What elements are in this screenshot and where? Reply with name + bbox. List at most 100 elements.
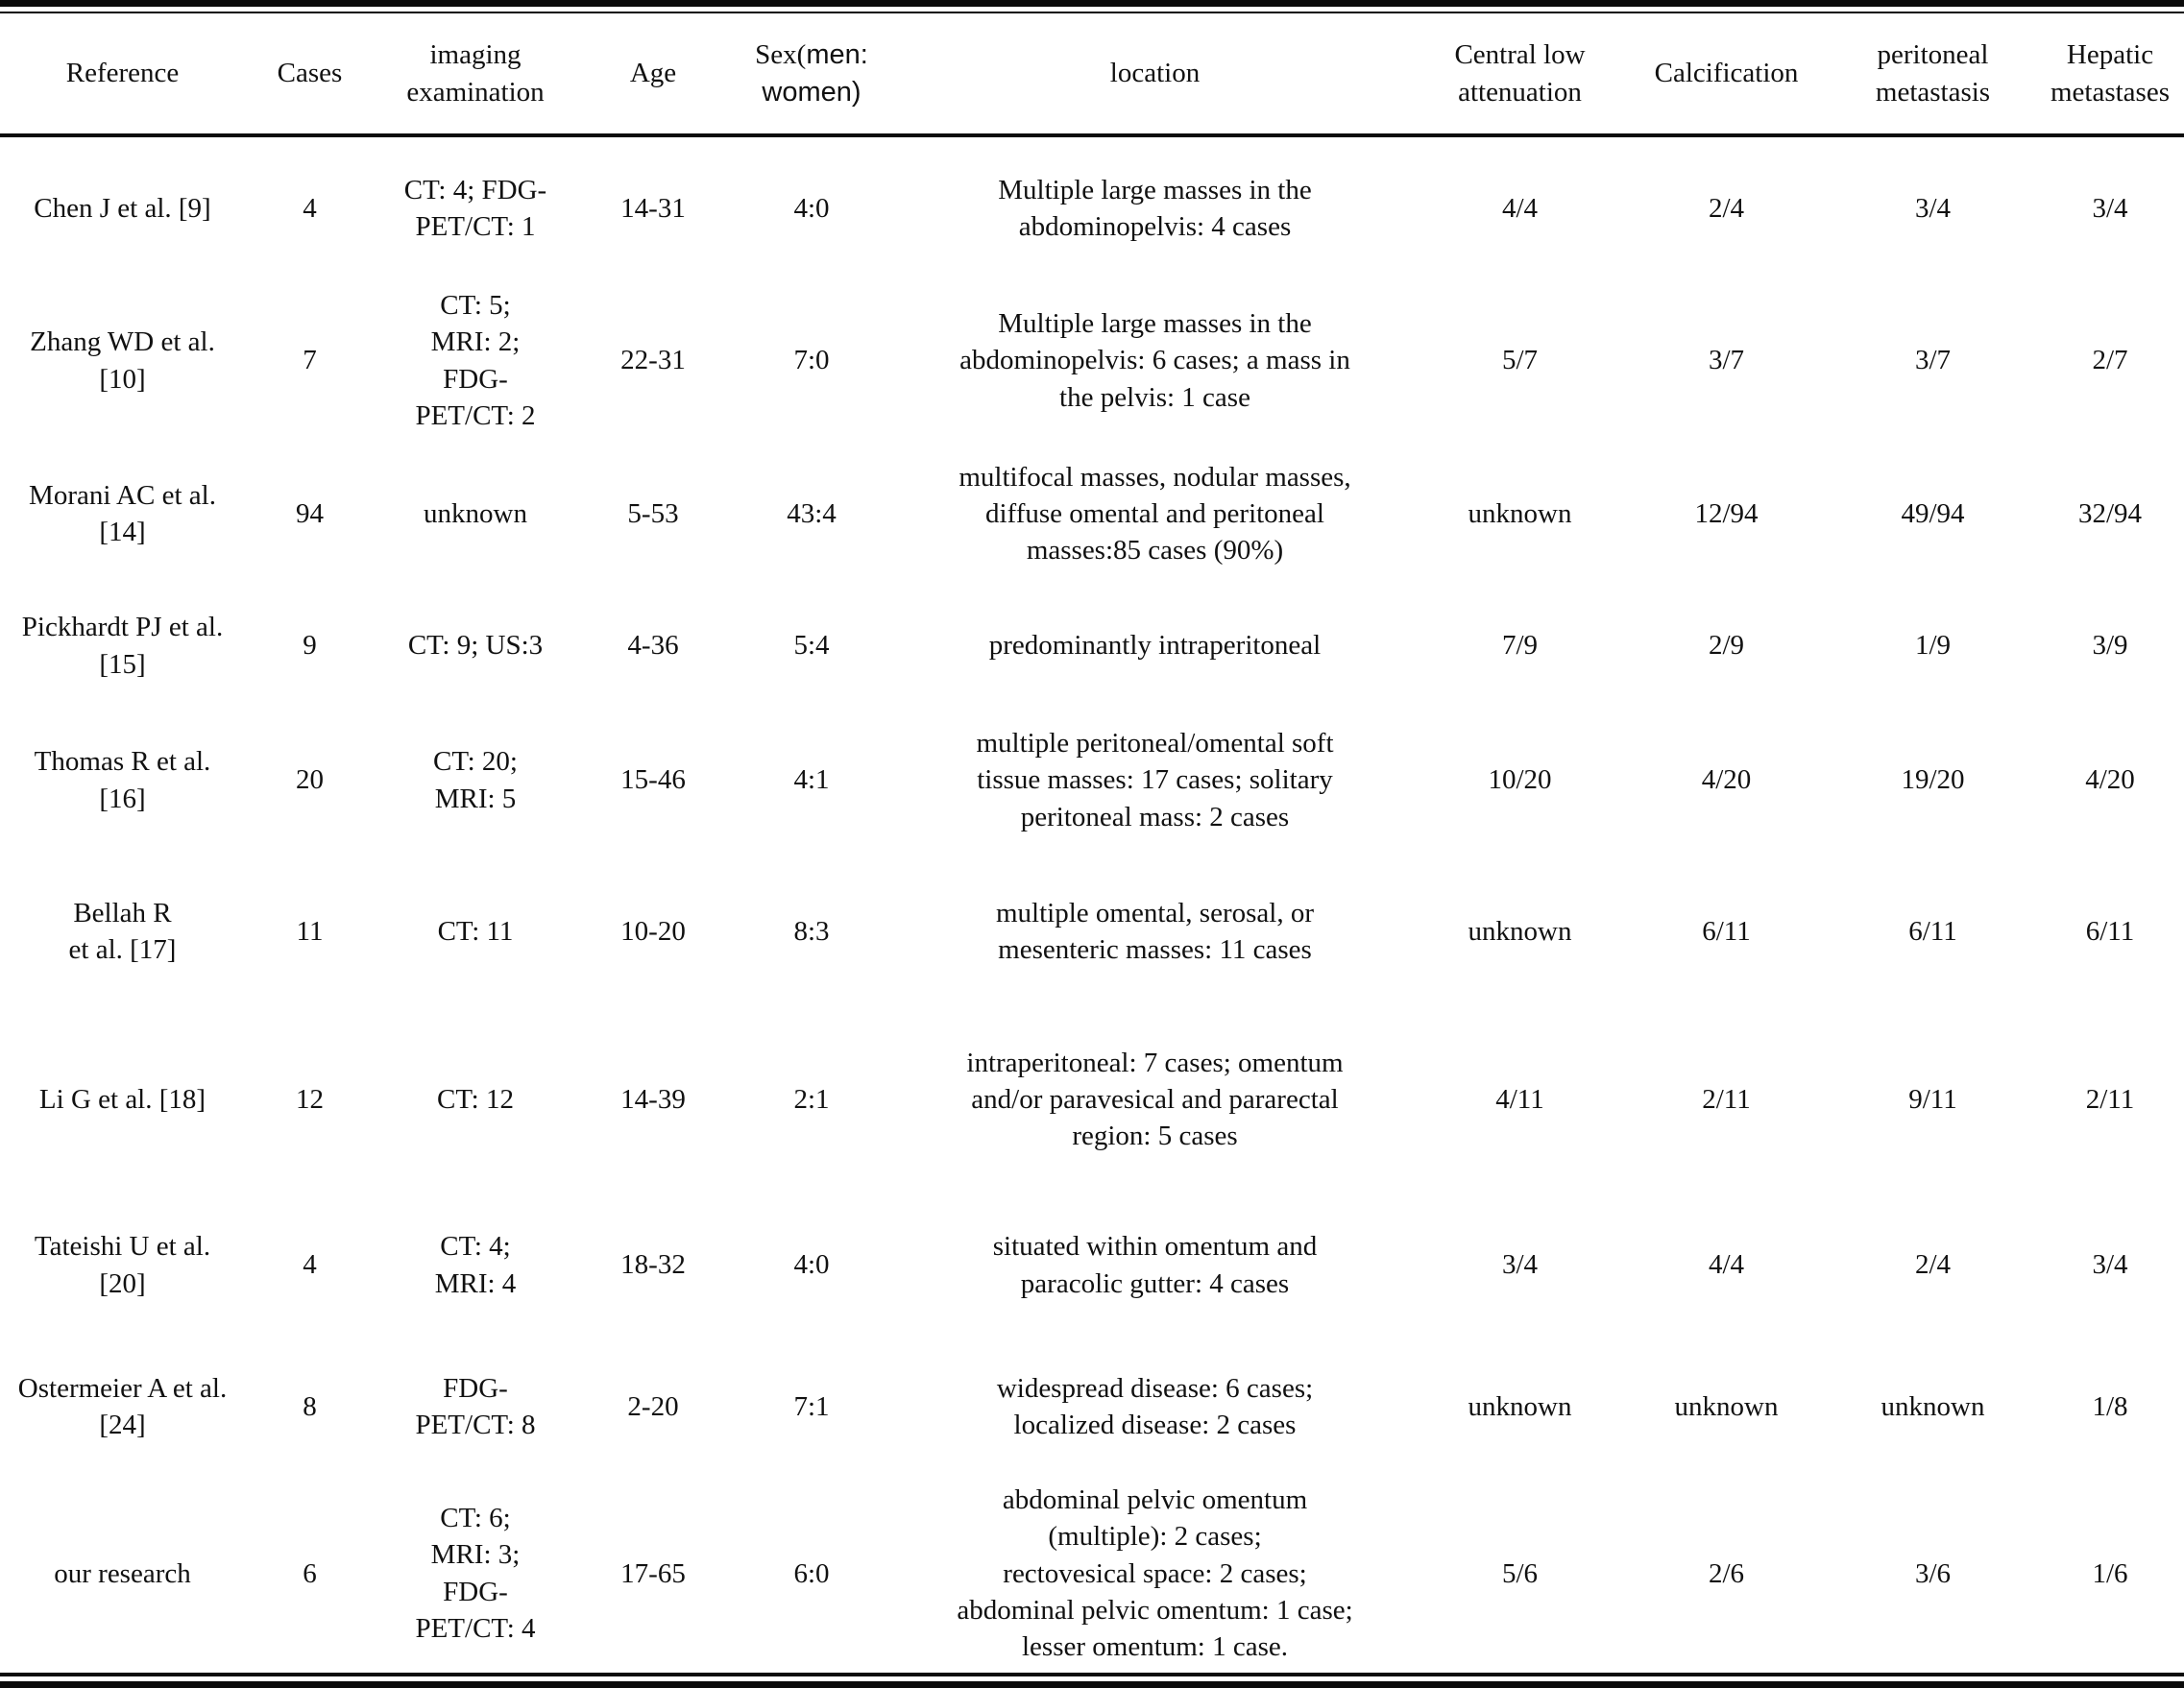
cell-age: 14-39 [620,1083,686,1115]
cell-sex: 6:0 [793,1557,830,1589]
cell-reference: Chen J et al. [9] [34,192,211,224]
cell-calcification: 2/9 [1708,630,1745,662]
cell-cases: 94 [296,497,324,529]
cell-cases: 11 [296,915,324,947]
cell-age: 4-36 [627,630,679,662]
cell-peritoneal-metastasis: 1/9 [1914,630,1952,662]
cell-peritoneal-metastasis: 6/11 [1908,915,1957,947]
cell-calcification: unknown [1674,1390,1779,1422]
cell-location: multiple omental, serosal, or mesenteric… [995,897,1314,966]
col-header-calcification: Calcification [1623,12,1830,137]
cell-hepatic-metastases: 2/11 [2085,1083,2135,1115]
cell-reference: our research [54,1557,191,1589]
table-row: Ostermeier A et al. [24] 8 FDG- PET/CT: 8 2… [0,1339,2184,1474]
cell-cases: 4 [303,1249,317,1281]
cell-central-low-attenuation: unknown [1468,1390,1572,1422]
table-row: Li G et al. [18] 12 CT: 12 14-39 2:1 intraper… [0,1008,2184,1191]
sex-label-sans-part: men: women) [762,39,868,108]
cell-central-low-attenuation: 5/6 [1501,1557,1539,1589]
cell-hepatic-metastases: 3/9 [2092,630,2128,662]
cell-reference: Pickhardt PJ et al. [15] [21,612,224,680]
table-header: Reference Cases imaging examination Age … [0,12,2184,137]
cell-calcification: 2/11 [1702,1083,1751,1115]
cell-age: 10-20 [620,915,686,947]
cell-central-low-attenuation: 4/11 [1495,1083,1544,1115]
cell-peritoneal-metastasis: 3/7 [1914,345,1952,376]
cell-central-low-attenuation: unknown [1468,497,1572,529]
cell-calcification: 12/94 [1694,497,1759,529]
cell-reference: Li G et al. [18] [38,1083,206,1115]
cell-cases: 4 [303,192,317,224]
cell-hepatic-metastases: 3/4 [2092,1249,2128,1281]
cell-hepatic-metastases: 2/7 [2092,345,2128,376]
cell-calcification: 6/11 [1702,915,1751,947]
cell-hepatic-metastases: 3/4 [2092,192,2128,224]
cell-age: 15-46 [620,764,686,796]
cell-age: 22-31 [620,345,686,376]
cell-imaging: CT: 6; MRI: 3; FDG- PET/CT: 4 [415,1503,536,1644]
cell-peritoneal-metastasis: 3/6 [1914,1557,1952,1589]
cell-central-low-attenuation: 4/4 [1501,192,1539,224]
cell-imaging: CT: 12 [437,1083,514,1115]
cell-sex: 4:0 [793,1249,830,1281]
cell-imaging: unknown [424,497,527,529]
cell-calcification: 4/4 [1708,1249,1745,1281]
cell-imaging: CT: 4; FDG- PET/CT: 1 [403,174,547,242]
cell-calcification: 2/4 [1708,192,1745,224]
cell-central-low-attenuation: 5/7 [1501,345,1539,376]
cell-reference: Thomas R et al. [16] [34,746,211,814]
cell-location: predominantly intraperitoneal [988,630,1322,662]
cell-hepatic-metastases: 32/94 [2077,497,2143,529]
table-row: Chen J et al. [9] 4 CT: 4; FDG- PET/CT: 1 1… [0,135,2184,279]
cell-age: 5-53 [627,497,679,529]
cell-hepatic-metastases: 1/8 [2092,1390,2128,1422]
cell-cases: 8 [303,1390,317,1422]
table-row: Zhang WD et al. [10] 7 CT: 5; MRI: 2; FDG-… [0,279,2184,442]
cell-location: widespread disease: 6 cases; localized d… [996,1372,1314,1441]
cell-location: situated within omentum and paracolic gu… [992,1231,1318,1299]
cell-sex: 8:3 [793,915,830,947]
cell-reference: Zhang WD et al. [10] [30,326,215,395]
table-row: Pickhardt PJ et al. [15] 9 CT: 9; US:3 4-36… [0,586,2184,706]
col-header-reference: Reference [0,12,245,137]
cell-central-low-attenuation: unknown [1468,915,1572,947]
cell-imaging: CT: 9; US:3 [407,630,544,662]
cell-peritoneal-metastasis: 2/4 [1914,1249,1952,1281]
cell-imaging: CT: 11 [437,915,514,947]
cell-imaging: CT: 5; MRI: 2; FDG- PET/CT: 2 [415,290,536,431]
col-header-peritoneal-metastasis: peritoneal metastasis [1830,12,2036,137]
cell-central-low-attenuation: 7/9 [1501,630,1539,662]
cell-sex: 7:0 [793,345,830,376]
cell-age: 14-31 [620,192,686,224]
cell-reference: Morani AC et al. [14] [29,479,216,548]
cell-location: Multiple large masses in the abdominopel… [998,174,1312,242]
cell-sex: 2:1 [793,1083,830,1115]
cell-reference: Ostermeier A et al. [24] [17,1372,228,1441]
cell-location: multiple peritoneal/omental soft tissue … [976,728,1334,832]
table-body: Chen J et al. [9] 4 CT: 4; FDG- PET/CT: 1 1… [0,135,2184,1675]
cell-reference: Tateishi U et al. [20] [34,1231,211,1299]
cell-central-low-attenuation: 3/4 [1501,1249,1539,1281]
table-row: Bellah R et al. [17] 11 CT: 11 10-20 8:3 mult… [0,855,2184,1008]
cell-calcification: 3/7 [1708,345,1745,376]
sex-label-serif-part: Sex( [755,39,807,71]
cell-sex: 43:4 [787,497,837,529]
header-row: Reference Cases imaging examination Age … [0,12,2184,137]
cell-cases: 6 [303,1557,317,1589]
cell-peritoneal-metastasis: 19/20 [1901,764,1965,796]
cell-sex: 7:1 [793,1390,830,1422]
cell-peritoneal-metastasis: 9/11 [1908,1083,1957,1115]
cell-age: 17-65 [620,1557,686,1589]
cell-reference: Bellah R et al. [17] [68,897,177,966]
table-row: Morani AC et al. [14] 94 unknown 5-53 43:4 mu… [0,442,2184,586]
cell-cases: 7 [303,345,317,376]
comparison-table: Reference Cases imaging examination Age … [0,12,2184,1677]
col-header-sex: Sex(men: women) [730,12,893,137]
cell-peritoneal-metastasis: 3/4 [1914,192,1952,224]
table-row: Tateishi U et al. [20] 4 CT: 4; MRI: 4 18-3… [0,1191,2184,1339]
cell-cases: 20 [296,764,324,796]
col-header-hepatic-metastases: Hepatic metastases [2036,12,2184,137]
cell-cases: 9 [303,630,317,662]
col-header-location: location [893,12,1417,137]
